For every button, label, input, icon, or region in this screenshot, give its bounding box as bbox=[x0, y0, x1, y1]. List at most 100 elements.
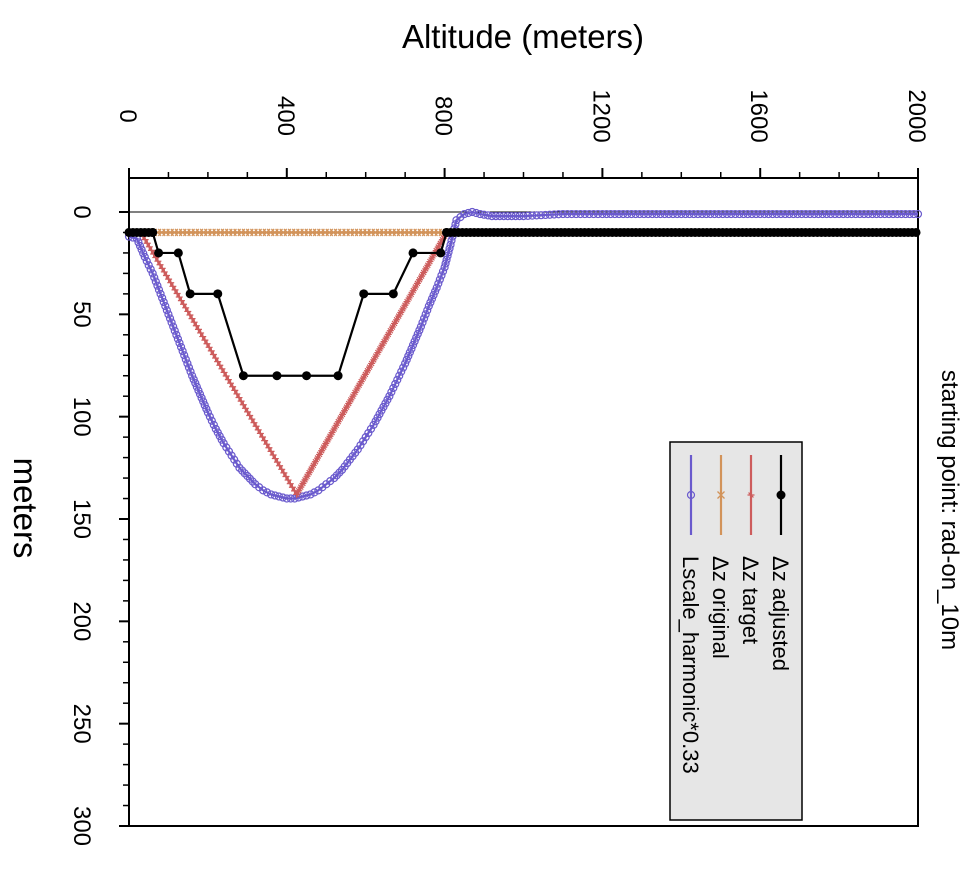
data-point bbox=[793, 209, 802, 219]
data-point bbox=[424, 261, 432, 269]
data-point bbox=[393, 316, 401, 324]
data-point bbox=[660, 209, 669, 219]
y-tick-label: 50 bbox=[68, 301, 95, 328]
data-point bbox=[144, 261, 153, 270]
data-point bbox=[693, 209, 703, 219]
data-point bbox=[158, 293, 167, 303]
data-point bbox=[407, 290, 415, 298]
data-point bbox=[710, 209, 719, 219]
data-point bbox=[440, 263, 449, 272]
data-point bbox=[610, 209, 619, 219]
data-point bbox=[382, 334, 390, 342]
data-point bbox=[347, 396, 355, 404]
data-point bbox=[359, 374, 367, 382]
data-point bbox=[702, 209, 711, 219]
data-point bbox=[399, 305, 407, 313]
data-point bbox=[435, 275, 444, 284]
tick-labels: 0 400 800 1200 1600 2000 0 50 100 150 200 250 300 bbox=[68, 89, 930, 846]
series-line bbox=[129, 231, 918, 377]
data-point bbox=[378, 341, 386, 349]
data-point bbox=[353, 385, 361, 393]
data-point bbox=[306, 490, 315, 499]
data-point bbox=[172, 330, 181, 339]
data-point bbox=[722, 209, 732, 219]
data-point bbox=[541, 210, 550, 220]
data-point bbox=[855, 209, 864, 219]
data-point bbox=[191, 379, 200, 388]
data-point bbox=[303, 472, 311, 480]
data-point bbox=[558, 209, 568, 219]
data-point bbox=[307, 465, 315, 473]
data-point bbox=[416, 322, 426, 331]
data-point bbox=[847, 209, 856, 219]
data-point bbox=[395, 312, 403, 320]
data-point bbox=[639, 209, 649, 219]
data-point bbox=[735, 209, 744, 219]
data-point bbox=[338, 410, 346, 418]
data-point bbox=[810, 209, 819, 219]
data-point bbox=[424, 302, 433, 311]
data-point bbox=[397, 309, 405, 317]
data-point bbox=[421, 310, 430, 319]
data-point bbox=[420, 268, 428, 276]
data-point bbox=[399, 363, 408, 372]
data-point bbox=[302, 491, 311, 500]
data-point bbox=[366, 363, 374, 371]
data-point bbox=[135, 241, 145, 251]
data-point bbox=[412, 333, 421, 342]
data-point bbox=[335, 468, 344, 477]
data-point bbox=[151, 277, 160, 286]
data-point bbox=[178, 347, 187, 356]
data-point bbox=[627, 209, 636, 219]
data-point bbox=[282, 494, 291, 503]
data-point bbox=[175, 338, 184, 348]
data-point bbox=[445, 244, 454, 253]
data-point bbox=[272, 371, 282, 381]
data-point bbox=[180, 351, 189, 360]
data-point bbox=[405, 294, 413, 302]
data-point bbox=[332, 421, 340, 429]
data-point bbox=[876, 209, 885, 219]
data-point bbox=[363, 367, 371, 375]
data-point bbox=[176, 342, 186, 352]
data-point bbox=[523, 211, 532, 220]
data-point bbox=[768, 209, 777, 219]
data-point bbox=[309, 461, 317, 469]
data-point bbox=[213, 289, 223, 299]
data-point bbox=[401, 301, 409, 309]
data-point bbox=[189, 375, 198, 384]
data-point bbox=[366, 424, 376, 434]
data-point bbox=[224, 447, 234, 456]
data-point bbox=[897, 209, 906, 219]
data-point bbox=[503, 211, 512, 221]
data-point bbox=[310, 488, 319, 497]
legend-entry: Δz target bbox=[738, 455, 763, 644]
data-point bbox=[148, 269, 157, 278]
data-point bbox=[760, 209, 769, 219]
data-point bbox=[305, 469, 313, 477]
data-point bbox=[357, 378, 365, 386]
data-point bbox=[316, 450, 324, 458]
data-point bbox=[408, 248, 418, 258]
data-point bbox=[418, 272, 426, 280]
data-point bbox=[911, 227, 921, 237]
data-point bbox=[432, 283, 441, 292]
data-point bbox=[431, 287, 440, 296]
data-point bbox=[388, 289, 398, 299]
data-point bbox=[580, 209, 589, 219]
data-point bbox=[652, 209, 661, 219]
data-point bbox=[324, 436, 332, 444]
data-point bbox=[822, 209, 831, 219]
data-point bbox=[743, 209, 752, 219]
data-point bbox=[731, 209, 740, 219]
data-point bbox=[563, 209, 572, 219]
data-point bbox=[230, 455, 239, 464]
data-point bbox=[818, 209, 827, 219]
data-point bbox=[318, 447, 326, 455]
data-point bbox=[142, 257, 151, 266]
data-point bbox=[598, 209, 607, 219]
series-0 bbox=[124, 227, 921, 381]
data-point bbox=[648, 209, 657, 219]
data-point bbox=[438, 267, 448, 276]
data-point bbox=[772, 209, 781, 219]
